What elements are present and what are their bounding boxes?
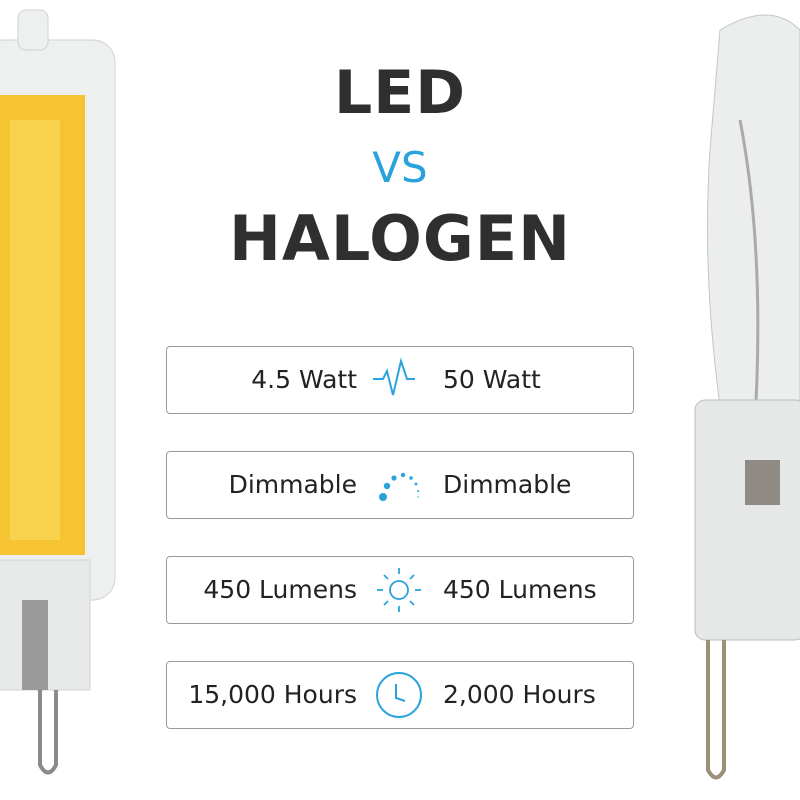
halogen-value: Dimmable xyxy=(443,470,572,499)
led-value: Dimmable xyxy=(228,470,357,499)
led-bulb-image xyxy=(0,9,116,775)
comparison-row-dimmable: Dimmable Dimmable xyxy=(166,451,634,519)
title-vs: VS xyxy=(372,143,428,192)
halogen-value: 50 Watt xyxy=(443,365,541,394)
dimmer-dots-icon xyxy=(379,472,419,501)
clock-icon xyxy=(376,672,422,718)
comparison-row-lifespan: 15,000 Hours 2,000 Hours xyxy=(166,661,634,729)
comparison-row-lumens: 450 Lumens 450 Lumens xyxy=(166,556,634,624)
led-value: 15,000 Hours xyxy=(188,680,357,709)
comparison-row-wattage: 4.5 Watt 50 Watt xyxy=(166,346,634,414)
halogen-value: 2,000 Hours xyxy=(443,680,596,709)
title-halogen: HALOGEN xyxy=(228,202,571,275)
sun-icon xyxy=(377,568,421,612)
halogen-value: 450 Lumens xyxy=(443,575,597,604)
title-led: LED xyxy=(333,58,467,128)
halogen-bulb-image xyxy=(694,14,800,780)
led-value: 4.5 Watt xyxy=(251,365,357,394)
led-value: 450 Lumens xyxy=(203,575,357,604)
pulse-icon xyxy=(373,357,415,396)
